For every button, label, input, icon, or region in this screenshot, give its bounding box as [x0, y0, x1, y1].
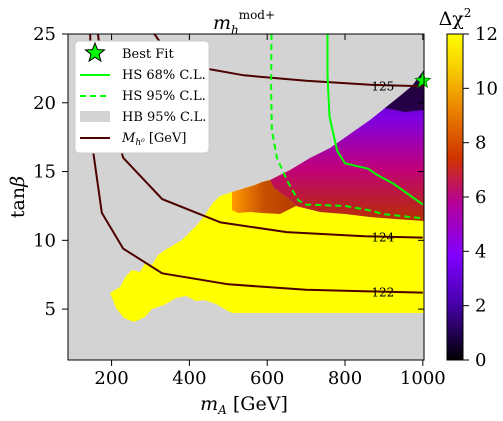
legend-label-hs95: HS 95% C.L. — [122, 89, 206, 104]
chart-title: mhmod+ — [213, 8, 275, 37]
colorbar-ticks: 0 2 4 6 8 10 12 — [463, 24, 498, 371]
legend-entry-hs95: HS 95% C.L. — [80, 89, 206, 104]
best-fit-star-icon — [414, 71, 432, 89]
contour-label-122: 122 — [371, 286, 394, 300]
x-tick-label: 800 — [328, 368, 362, 389]
plot-area — [68, 34, 424, 360]
contour-label-124: 124 — [371, 231, 394, 245]
y-tick-label: 10 — [33, 230, 56, 251]
colorbar-tick-label: 6 — [475, 187, 486, 208]
colorbar-label-main: Δχ — [439, 8, 465, 30]
colorbar-tick-label: 4 — [475, 241, 486, 262]
legend-label-hb95: HB 95% C.L. — [122, 110, 206, 125]
chart-title-main: m — [213, 12, 231, 34]
x-axis-label-sub: A — [217, 403, 227, 417]
best-fit-layer — [414, 71, 432, 89]
y-axis-ticks: 5 10 15 20 25 — [33, 24, 424, 320]
legend-patch-hb95 — [80, 111, 110, 122]
x-axis-ticks: 200 400 600 800 1000 — [94, 34, 446, 389]
x-tick-label: 400 — [172, 368, 206, 389]
x-tick-label: 1000 — [400, 368, 446, 389]
x-tick-label: 200 — [94, 368, 128, 389]
x-axis-label-suffix: [GeV] — [227, 393, 288, 415]
legend-star-icon — [84, 41, 106, 63]
hs68-contour — [326, 34, 424, 206]
y-tick-label: 15 — [33, 162, 56, 183]
legend-entry-hb95: HB 95% C.L. — [80, 110, 206, 125]
legend-label-hs68: HS 68% C.L. — [122, 68, 206, 83]
colorbar-label-sup: 2 — [464, 6, 472, 20]
hs-contours — [270, 34, 424, 220]
colorbar-gradient — [446, 33, 464, 361]
chart-title-sup: mod+ — [239, 8, 275, 22]
y-axis-label-main: tan — [7, 187, 29, 218]
y-axis-label-greek: β — [7, 176, 29, 188]
legend-label-mass-sub: h⁰ — [135, 138, 145, 148]
colorbar-tick-label: 2 — [475, 296, 486, 317]
chart-title-sub: h — [231, 23, 239, 37]
y-tick-label: 20 — [33, 93, 56, 114]
allowed-yellow-region — [110, 180, 424, 322]
contour-labels: 122 124 125 — [371, 79, 394, 300]
legend-entry-mass: Mh⁰ [GeV] — [80, 131, 186, 148]
legend-label-mass: Mh⁰ [GeV] — [121, 131, 186, 148]
x-axis-label: mA [GeV] — [200, 393, 288, 417]
legend-label-mass-suffix: [GeV] — [145, 131, 187, 146]
legend: Best Fit HS 68% C.L. HS 95% C.L. HB 95% … — [74, 40, 210, 154]
x-axis-label-main: m — [200, 393, 218, 415]
legend-label-best-fit: Best Fit — [122, 47, 174, 62]
contour-label-125: 125 — [371, 79, 394, 93]
legend-entry-hs68: HS 68% C.L. — [80, 68, 206, 83]
y-tick-label: 25 — [33, 24, 56, 45]
transition-orange-band — [232, 180, 296, 214]
colorbar-tick-label: 0 — [475, 350, 486, 371]
mass-contour-122 — [89, 34, 423, 294]
hs95-contour — [270, 34, 423, 220]
x-tick-label: 600 — [250, 368, 284, 389]
colorbar-tick-label: 12 — [475, 24, 498, 45]
plot-frame — [67, 33, 425, 361]
y-tick-label: 5 — [45, 299, 56, 320]
legend-label-mass-main: M — [121, 131, 136, 146]
legend-box — [74, 40, 210, 154]
colorbar-label: Δχ2 — [439, 6, 472, 30]
dark-corner — [385, 70, 424, 112]
legend-entry-best-fit: Best Fit — [84, 41, 174, 63]
y-axis-label: tanβ — [7, 176, 29, 218]
colorbar-tick-label: 10 — [475, 78, 498, 99]
colorbar-tick-label: 8 — [475, 133, 486, 154]
